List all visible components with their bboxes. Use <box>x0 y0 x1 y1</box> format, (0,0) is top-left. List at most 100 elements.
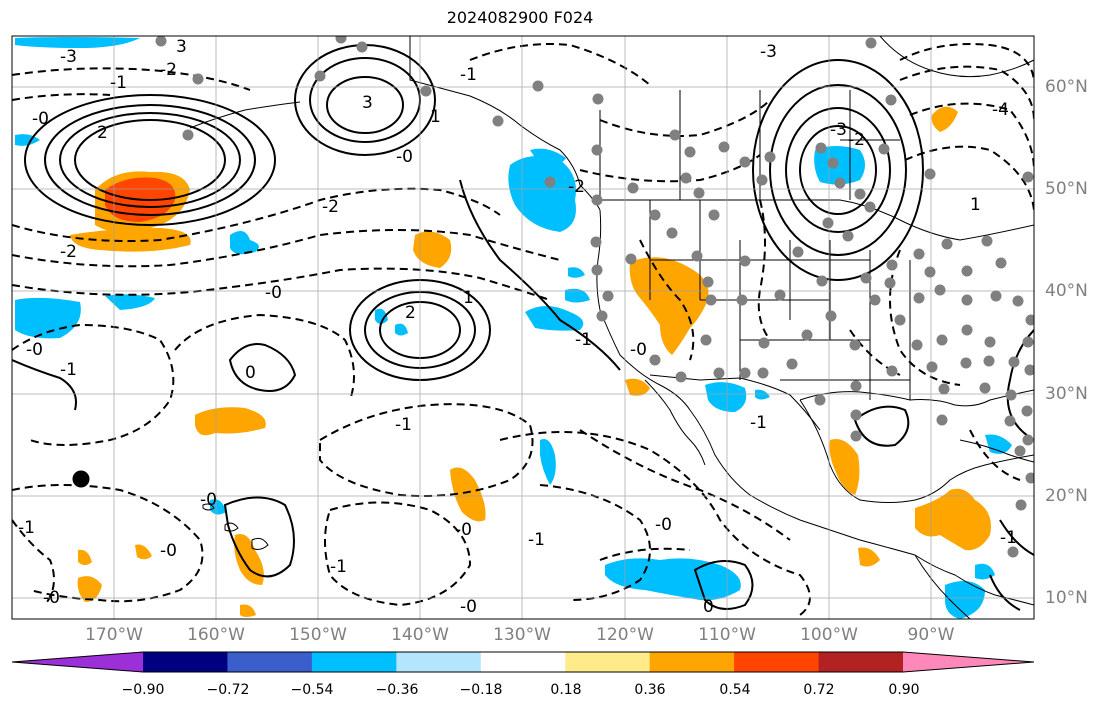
colorbar-tick-label: −0.72 <box>206 682 250 698</box>
station-dots <box>155 36 1034 558</box>
contour-label: 1 <box>970 195 981 215</box>
us-mexico-border <box>649 374 821 431</box>
contour-solid-20 <box>12 359 77 411</box>
colorbar-segment <box>565 652 651 672</box>
contour-label: -0 <box>630 340 647 360</box>
contour-solid-23 <box>989 574 1021 611</box>
contour-label: -1 <box>18 518 35 538</box>
fill-blue-9 <box>705 382 747 412</box>
contour-dash-11 <box>499 431 811 616</box>
fill-blue-15 <box>605 558 741 601</box>
fill-blue-5 <box>530 148 566 166</box>
colorbar-tick-label: −0.90 <box>121 682 165 698</box>
contour-label: -0 <box>455 520 472 540</box>
contour-dash-25 <box>849 329 901 376</box>
contour-label: -1 <box>110 73 127 93</box>
lon-label: 110°W <box>698 625 756 645</box>
colorbar-segment <box>734 652 820 672</box>
fill-blue-12 <box>375 308 388 324</box>
contour-dash-1 <box>12 67 251 91</box>
fill-orange-2 <box>70 228 191 252</box>
contour-solid-1 <box>24 94 276 226</box>
contour-solid-7 <box>326 76 404 134</box>
contour-solid-11 <box>799 125 877 215</box>
colorbar-segment <box>311 652 397 672</box>
contour-dash-5 <box>12 267 551 301</box>
contour-dash-10 <box>324 501 472 607</box>
lat-label: 20°N <box>1045 486 1088 506</box>
contour-dash-16 <box>899 65 1034 121</box>
fill-orange-10 <box>915 488 991 551</box>
colorbar-tick-label: −0.18 <box>459 682 503 698</box>
lon-label: 170°W <box>85 625 143 645</box>
contour-label: -0 <box>43 588 60 608</box>
contour-dash-4 <box>12 229 561 268</box>
contour-label: -0 <box>265 283 282 303</box>
lon-label: 150°W <box>289 625 347 645</box>
contour-label: -1 <box>1000 528 1017 548</box>
contour-solid-21 <box>459 179 621 371</box>
island-hawaii-1 <box>202 503 215 511</box>
colorbar-tick-label: 0.90 <box>888 682 920 698</box>
lon-label: 120°W <box>596 625 654 645</box>
contour-label: -1 <box>60 360 77 380</box>
coast-gulf-north <box>799 389 1034 407</box>
contour-label: -2 <box>848 130 865 150</box>
colorbar-outline <box>11 651 1035 673</box>
solid-contours <box>12 44 1034 611</box>
contour-label: 2 <box>97 123 108 143</box>
contour-dash-20 <box>579 154 761 183</box>
fill-orange-4 <box>195 407 266 436</box>
contour-label: 0 <box>245 363 256 383</box>
contour-dash-22 <box>639 239 695 361</box>
contour-solid-8 <box>752 59 924 281</box>
contour-label: -4 <box>992 100 1009 120</box>
us-canada-border <box>600 199 1034 241</box>
contour-solid-16 <box>223 496 295 578</box>
contour-label: 3 <box>362 93 373 113</box>
colorbar-segment <box>227 652 313 672</box>
fill-orange-13 <box>78 549 92 565</box>
fill-blue-16 <box>945 581 985 619</box>
contour-label: -1 <box>330 557 347 577</box>
contour-label: -0 <box>26 340 43 360</box>
coast-central-america <box>914 554 971 619</box>
contour-label: -3 <box>60 47 77 67</box>
colorbar <box>11 651 1035 673</box>
colorbar-segment <box>903 652 1034 672</box>
contour-solid-18 <box>853 405 910 447</box>
dashed-contours <box>12 43 1034 616</box>
colorbar-tick-label: 0.54 <box>719 682 751 698</box>
fill-blue-7 <box>565 288 590 303</box>
canada-provinces <box>599 90 900 200</box>
marker-dot <box>72 470 90 488</box>
anomaly-fills <box>15 37 1012 619</box>
coast-alaska <box>409 36 601 211</box>
gridlines <box>12 36 1034 619</box>
contour-dash-27 <box>599 547 691 561</box>
contour-label: 2 <box>405 303 416 323</box>
colorbar-tick-label: 0.18 <box>550 682 582 698</box>
fill-orange-15 <box>77 576 102 602</box>
lat-label: 10°N <box>1045 588 1088 608</box>
lon-label: 160°W <box>187 625 245 645</box>
coast-hudson <box>879 36 1034 78</box>
contour-label: -3 <box>830 120 847 140</box>
fill-orange-6 <box>625 378 650 396</box>
fill-orange-3 <box>413 231 452 268</box>
colorbar-segment <box>480 652 566 672</box>
lon-label: 90°W <box>907 625 955 645</box>
fill-blue-11 <box>814 146 865 185</box>
contour-dash-13 <box>12 519 55 606</box>
fill-orange-9 <box>829 439 860 495</box>
colorbar-segment <box>12 652 143 672</box>
map-frame <box>11 35 1035 620</box>
coast-gulf <box>799 399 1034 503</box>
fill-orange-8 <box>450 467 486 522</box>
contour-solid-4 <box>74 119 226 201</box>
fill-blue-20 <box>210 499 226 515</box>
lat-label: 50°N <box>1045 179 1088 199</box>
map-title: 2024082900 F024 <box>446 8 594 27</box>
fill-blue-17 <box>985 434 1012 454</box>
